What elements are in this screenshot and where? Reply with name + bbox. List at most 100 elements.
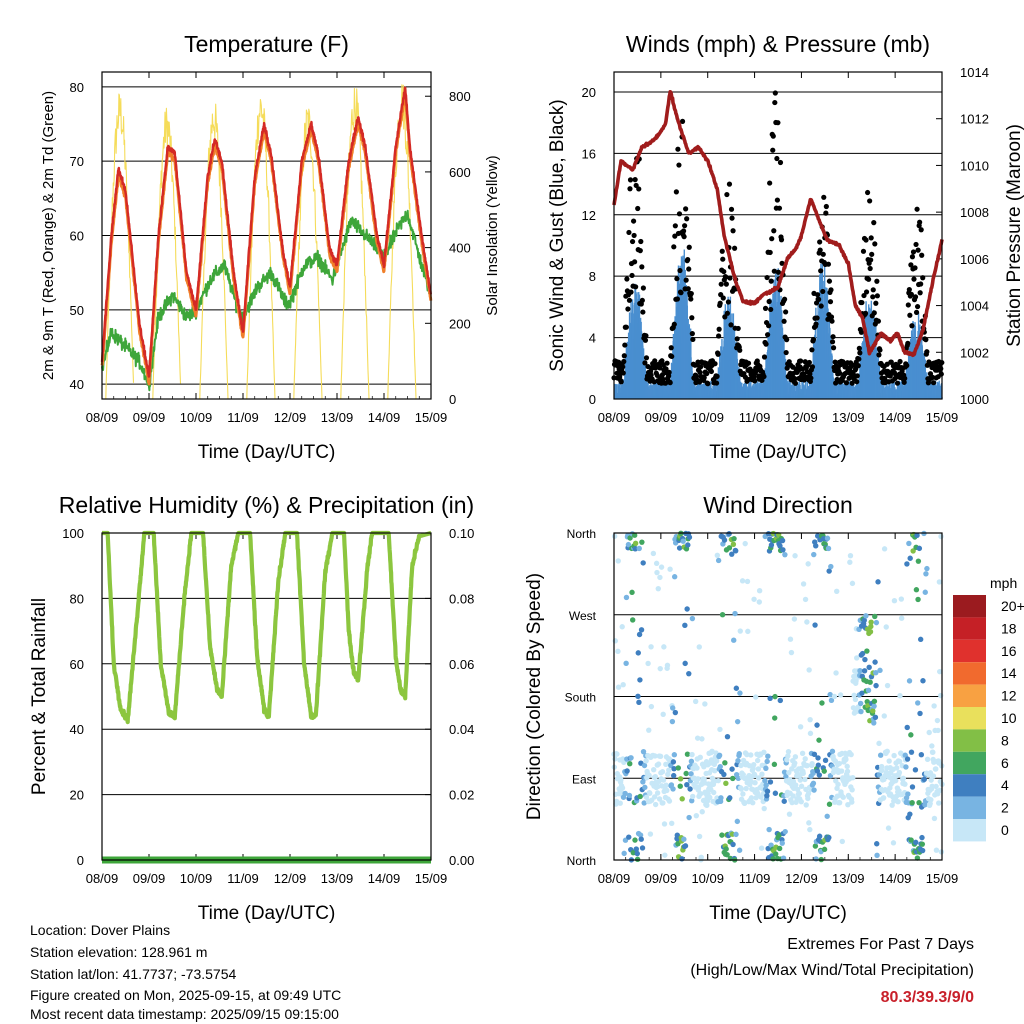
direction-point <box>658 564 665 570</box>
gust-point <box>863 237 869 243</box>
direction-point <box>804 619 810 625</box>
gust-point <box>909 323 915 329</box>
direction-point <box>688 758 695 765</box>
direction-point <box>797 724 804 730</box>
gust-point <box>813 321 819 327</box>
direction-point <box>611 533 618 539</box>
direction-point <box>761 805 767 812</box>
direction-point <box>667 566 673 572</box>
direction-point <box>646 772 652 778</box>
y2-tick-label: 0.08 <box>449 591 474 606</box>
direction-point <box>891 598 898 604</box>
x-tick-label: 10/09 <box>180 871 213 886</box>
gust-point <box>625 306 631 312</box>
gust-point <box>720 256 726 262</box>
direction-point <box>872 714 879 720</box>
gust-point <box>854 373 860 379</box>
gust-point <box>930 380 937 386</box>
x-tick-label: 12/09 <box>274 410 307 425</box>
direction-point <box>850 774 856 781</box>
direction-point <box>884 748 890 755</box>
direction-point <box>929 783 935 790</box>
gust-point <box>620 370 626 376</box>
gust-point <box>775 269 782 275</box>
direction-point <box>748 795 755 801</box>
gust-point <box>697 369 703 376</box>
gust-point <box>908 262 914 268</box>
direction-point <box>797 777 804 783</box>
direction-point <box>711 789 717 796</box>
gust-point <box>716 326 722 332</box>
direction-point <box>641 800 647 806</box>
direction-point <box>636 699 642 706</box>
y2-tick-label: 1002 <box>960 345 989 360</box>
direction-point <box>674 832 681 838</box>
gust-point <box>676 211 683 217</box>
direction-point <box>806 667 812 673</box>
extremes-values: 80.3/39.3/9/0 <box>880 989 974 1006</box>
direction-point <box>849 799 855 805</box>
direction-point <box>891 752 897 759</box>
gust-point <box>888 359 894 365</box>
gust-point <box>745 360 752 366</box>
gust-point <box>723 281 729 287</box>
gust-point <box>621 358 627 365</box>
gust-point <box>770 133 776 139</box>
direction-point <box>625 541 632 548</box>
gust-point <box>924 349 930 355</box>
direction-point <box>930 749 936 755</box>
direction-point <box>721 537 728 543</box>
x-tick-label: 13/09 <box>832 871 865 886</box>
direction-point <box>843 756 849 763</box>
direction-point <box>829 748 836 755</box>
direction-point <box>682 843 689 849</box>
gust-point <box>683 277 689 283</box>
gust-point <box>659 358 665 364</box>
gust-point <box>894 380 901 386</box>
info-created: Figure created on Mon, 2025-09-15, at 09… <box>30 987 342 1003</box>
gust-point <box>875 318 882 324</box>
direction-point <box>677 776 684 782</box>
direction-point <box>750 800 756 806</box>
direction-point <box>636 545 642 552</box>
direction-point <box>824 535 831 541</box>
x-tick-label: 11/09 <box>227 410 259 425</box>
direction-point <box>647 790 653 796</box>
direction-point <box>648 644 654 650</box>
gust-point <box>725 299 732 305</box>
direction-point <box>646 727 652 733</box>
legend-swatch <box>953 729 986 752</box>
direction-point <box>660 800 666 806</box>
temp-2m-line <box>100 86 432 378</box>
gust-point <box>684 216 690 222</box>
y2-tick-label: 800 <box>449 89 471 104</box>
direction-point <box>821 846 828 853</box>
direction-point <box>871 720 877 726</box>
direction-point <box>626 834 632 840</box>
direction-point <box>740 791 746 797</box>
gust-point <box>763 341 769 347</box>
y2-tick-label: 0.06 <box>449 657 474 672</box>
direction-point <box>915 596 921 603</box>
gust-point <box>829 339 836 345</box>
direction-point <box>730 841 736 848</box>
y-tick-label: 16 <box>582 146 596 161</box>
direction-point <box>884 682 891 689</box>
gust-point <box>827 299 834 305</box>
direction-point <box>762 777 768 784</box>
y-axis-label: Direction (Colored By Speed) <box>524 573 545 820</box>
direction-point <box>643 794 650 800</box>
gust-point <box>718 281 724 287</box>
gust-point <box>717 300 723 306</box>
direction-point <box>764 758 770 765</box>
direction-point <box>810 770 816 776</box>
direction-point <box>764 793 770 799</box>
y2-tick-label: 1006 <box>960 252 989 267</box>
gust-point <box>807 371 813 377</box>
y-tick-label: North <box>567 527 596 541</box>
direction-point <box>719 612 726 618</box>
direction-point <box>806 820 812 826</box>
direction-point <box>792 760 798 766</box>
direction-point <box>865 687 872 694</box>
gust-point <box>774 197 780 203</box>
